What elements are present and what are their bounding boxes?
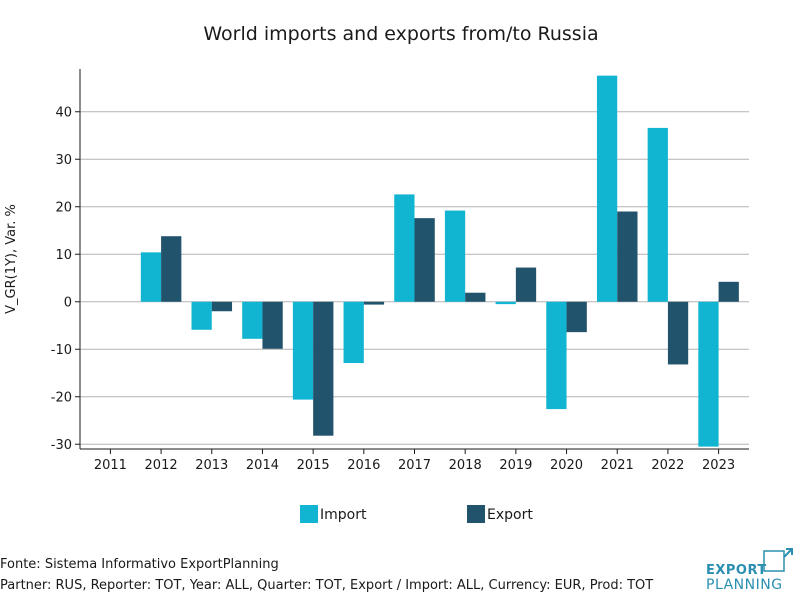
legend-swatch-import	[300, 505, 318, 523]
bar-import-2014	[242, 301, 263, 339]
bar-export-2017	[414, 218, 435, 302]
x-tick-label: 2016	[347, 458, 380, 473]
x-tick-label: 2020	[550, 458, 583, 473]
bar-export-2018	[465, 292, 486, 302]
chart-title: World imports and exports from/to Russia	[203, 23, 598, 45]
y-tick-label: 20	[55, 200, 72, 215]
bar-import-2018	[444, 210, 466, 302]
x-tick-label: 2014	[246, 458, 279, 473]
bar-import-2022	[647, 127, 668, 302]
y-tick-label: -10	[51, 343, 72, 358]
y-tick-label: 0	[64, 295, 72, 310]
x-tick-labels: 2011 2012 2013 2014 2015 2016 2017 2018 2019 2020…	[94, 458, 735, 473]
bar-export-2015	[313, 301, 334, 436]
x-tick-label: 2019	[499, 458, 532, 473]
y-tick-label: -30	[51, 438, 72, 453]
legend-swatch-export	[467, 505, 485, 523]
x-tick-label: 2021	[601, 458, 634, 473]
x-tick-label: 2015	[297, 458, 330, 473]
logo-text-planning: PLANNING	[706, 577, 783, 593]
y-tick-label: 30	[55, 153, 72, 168]
bar-export-2012	[161, 236, 182, 302]
bars	[140, 75, 739, 447]
exportplanning-logo: EXPORT PLANNING	[704, 544, 796, 594]
bar-import-2016	[343, 301, 364, 364]
bar-import-2015	[292, 301, 314, 400]
logo-mark-icon	[763, 548, 793, 572]
x-tick-label: 2011	[94, 458, 127, 473]
bar-export-2016	[363, 301, 385, 305]
bar-export-2013	[211, 301, 233, 312]
y-tick-label: 40	[55, 105, 72, 120]
bar-import-2013	[191, 301, 212, 330]
bar-import-2021	[596, 75, 618, 302]
logo-text-export: EXPORT	[706, 563, 767, 578]
bar-export-2023	[718, 281, 739, 302]
bar-export-2019	[515, 267, 537, 302]
bar-export-2020	[566, 301, 587, 333]
legend-label-import: Import	[320, 507, 367, 523]
bar-import-2017	[394, 194, 415, 302]
legend-label-export: Export	[487, 507, 533, 523]
bar-export-2022	[667, 301, 689, 365]
footer-params: Partner: RUS, Reporter: TOT, Year: ALL, …	[0, 578, 654, 593]
bar-export-2014	[262, 301, 283, 349]
x-tick-label: 2013	[195, 458, 228, 473]
x-tick-label: 2012	[145, 458, 178, 473]
bar-import-2019	[495, 301, 516, 305]
legend: Import Export	[300, 505, 533, 523]
bar-export-2021	[617, 211, 638, 302]
x-tick-label: 2022	[651, 458, 684, 473]
y-tick-labels: -30 -20 -10 0 10 20 30 40	[51, 105, 72, 453]
x-tick-label: 2017	[398, 458, 431, 473]
x-tick-label: 2018	[449, 458, 482, 473]
bar-import-2020	[546, 301, 567, 410]
bar-import-2023	[698, 301, 719, 447]
x-tick-label: 2023	[702, 458, 735, 473]
y-tick-label: -20	[51, 390, 72, 405]
axes	[75, 69, 749, 454]
footer-source: Fonte: Sistema Informativo ExportPlannin…	[0, 557, 279, 572]
y-tick-label: 10	[55, 248, 72, 263]
y-axis-label: V_GR(1Y), Var. %	[4, 204, 19, 314]
bar-import-2012	[140, 252, 162, 302]
